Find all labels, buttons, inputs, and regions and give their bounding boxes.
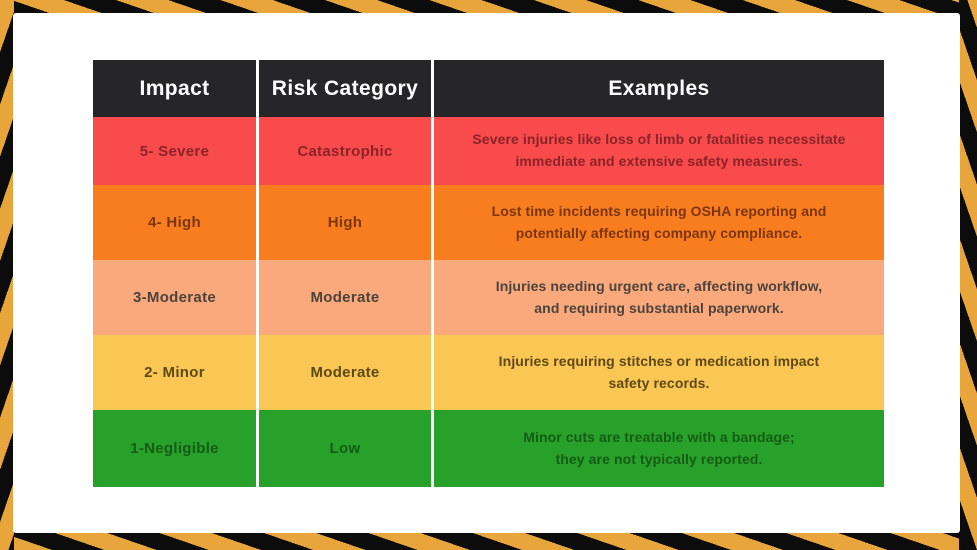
caution-stripe-left <box>0 0 14 550</box>
example-cell-high: Lost time incidents requiring OSHA repor… <box>434 185 884 260</box>
risk-table: Impact Risk Category Examples 5- Severe … <box>93 60 884 487</box>
example-cell-moderate: Injuries needing urgent care, affecting … <box>434 260 884 335</box>
impact-cell-severe: 5- Severe <box>93 117 256 185</box>
impact-cell-high: 4- High <box>93 185 256 260</box>
impact-cell-moderate: 3-Moderate <box>93 260 256 335</box>
content-panel: Impact Risk Category Examples 5- Severe … <box>13 13 960 533</box>
caution-stripe-right <box>959 0 977 550</box>
category-cell-low: Low <box>259 410 431 487</box>
header-risk-category: Risk Category <box>259 60 431 117</box>
example-cell-negligible: Minor cuts are treatable with a bandage;… <box>434 410 884 487</box>
category-cell-moderate: Moderate <box>259 260 431 335</box>
impact-cell-minor: 2- Minor <box>93 335 256 410</box>
header-examples: Examples <box>434 60 884 117</box>
category-cell-high: High <box>259 185 431 260</box>
category-cell-catastrophic: Catastrophic <box>259 117 431 185</box>
header-impact: Impact <box>93 60 256 117</box>
impact-cell-negligible: 1-Negligible <box>93 410 256 487</box>
example-cell-minor: Injuries requiring stitches or medicatio… <box>434 335 884 410</box>
caution-stripe-bottom <box>0 532 977 550</box>
category-cell-minor-moderate: Moderate <box>259 335 431 410</box>
caution-stripe-top <box>0 0 977 14</box>
example-cell-severe: Severe injuries like loss of limb or fat… <box>434 117 884 185</box>
